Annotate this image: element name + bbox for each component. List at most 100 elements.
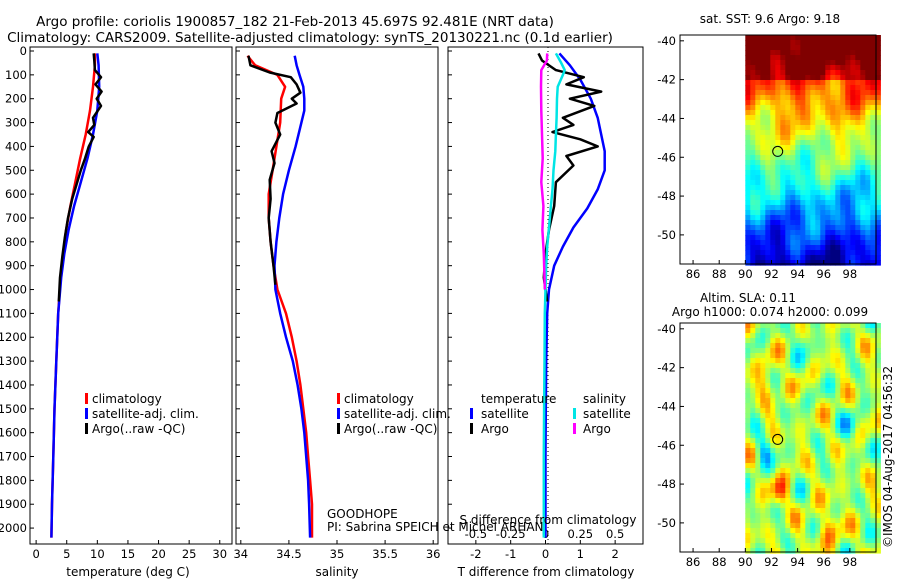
map-cell <box>785 508 791 514</box>
map-cell <box>860 478 866 484</box>
map-cell <box>780 478 786 484</box>
map-cell <box>795 210 801 216</box>
map-cell <box>745 210 751 216</box>
map-cell <box>775 483 781 489</box>
map-cell <box>870 65 876 71</box>
map-cell <box>845 40 851 46</box>
map-cell <box>745 180 751 186</box>
map-cell <box>830 368 836 374</box>
map-cell <box>815 110 821 116</box>
map-cell <box>750 50 756 56</box>
map-cell <box>835 120 841 126</box>
map-cell <box>820 543 826 549</box>
map-cell <box>850 225 856 231</box>
map-cell <box>865 45 871 51</box>
map-cell <box>840 383 846 389</box>
map-cell <box>870 225 876 231</box>
map-cell <box>760 60 766 66</box>
map-cell <box>820 145 826 151</box>
map-cell <box>830 115 836 121</box>
map-cell <box>805 165 811 171</box>
map-cell <box>760 333 766 339</box>
map-cell <box>875 403 881 409</box>
series-line-salinity-argo <box>539 53 549 290</box>
map-cell <box>770 245 776 251</box>
map-cell <box>855 408 861 414</box>
map-cell <box>790 543 796 549</box>
map-cell <box>760 70 766 76</box>
map-cell <box>765 498 771 504</box>
map-cell <box>820 215 826 221</box>
map-cell <box>845 75 851 81</box>
map-cell <box>865 483 871 489</box>
map-cell <box>875 140 881 146</box>
map-cell <box>845 60 851 66</box>
map-cell <box>795 358 801 364</box>
map-cell <box>810 145 816 151</box>
map-cell <box>780 403 786 409</box>
map-cell <box>765 488 771 494</box>
map-cell <box>810 483 816 489</box>
map-cell <box>795 353 801 359</box>
map-cell <box>775 403 781 409</box>
map-cell <box>845 483 851 489</box>
map-cell <box>795 393 801 399</box>
map-cell <box>855 235 861 241</box>
map-cell <box>810 90 816 96</box>
map-cell <box>855 205 861 211</box>
map-cell <box>780 235 786 241</box>
map-cell <box>745 40 751 46</box>
map-cell <box>860 240 866 246</box>
map-cell <box>825 478 831 484</box>
map-cell <box>875 60 881 66</box>
map-cell <box>855 473 861 479</box>
map-cell <box>855 493 861 499</box>
map-cell <box>780 60 786 66</box>
map-cell <box>810 240 816 246</box>
map-cell <box>830 85 836 91</box>
map-cell <box>870 323 876 329</box>
map-cell <box>785 518 791 524</box>
map-cell <box>765 448 771 454</box>
map-cell <box>840 498 846 504</box>
map-cell <box>850 368 856 374</box>
map-cell <box>840 255 846 261</box>
map-cell <box>870 453 876 459</box>
map-cell <box>820 250 826 256</box>
map-cell <box>840 95 846 101</box>
map-cell <box>790 95 796 101</box>
map-cell <box>830 145 836 151</box>
top-xtick-label-0-5: -0.5 <box>465 527 487 541</box>
map-cell <box>855 453 861 459</box>
map-cell <box>845 428 851 434</box>
map-cell <box>790 463 796 469</box>
map-cell <box>775 423 781 429</box>
map-cell <box>775 170 781 176</box>
map-cell <box>805 538 811 544</box>
map-cell <box>855 478 861 484</box>
map-cell <box>765 140 771 146</box>
map-cell <box>865 333 871 339</box>
map-cell <box>835 95 841 101</box>
map-cell <box>815 55 821 61</box>
map-cell <box>845 323 851 329</box>
map-cell <box>815 358 821 364</box>
map-cell <box>825 210 831 216</box>
map-cell <box>845 398 851 404</box>
map-cell <box>875 150 881 156</box>
map-cell <box>840 503 846 509</box>
map-cell <box>815 448 821 454</box>
map-cell <box>845 240 851 246</box>
map-cell <box>755 245 761 251</box>
map-xtick-label-96: 96 <box>816 555 831 569</box>
map-cell <box>775 100 781 106</box>
map-cell <box>825 453 831 459</box>
map-cell <box>875 70 881 76</box>
map-cell <box>775 105 781 111</box>
map-cell <box>835 398 841 404</box>
map-cell <box>800 205 806 211</box>
map-ytick-label-42: -42 <box>657 361 676 375</box>
map-cell <box>840 200 846 206</box>
map-cell <box>770 210 776 216</box>
map-cell <box>860 225 866 231</box>
